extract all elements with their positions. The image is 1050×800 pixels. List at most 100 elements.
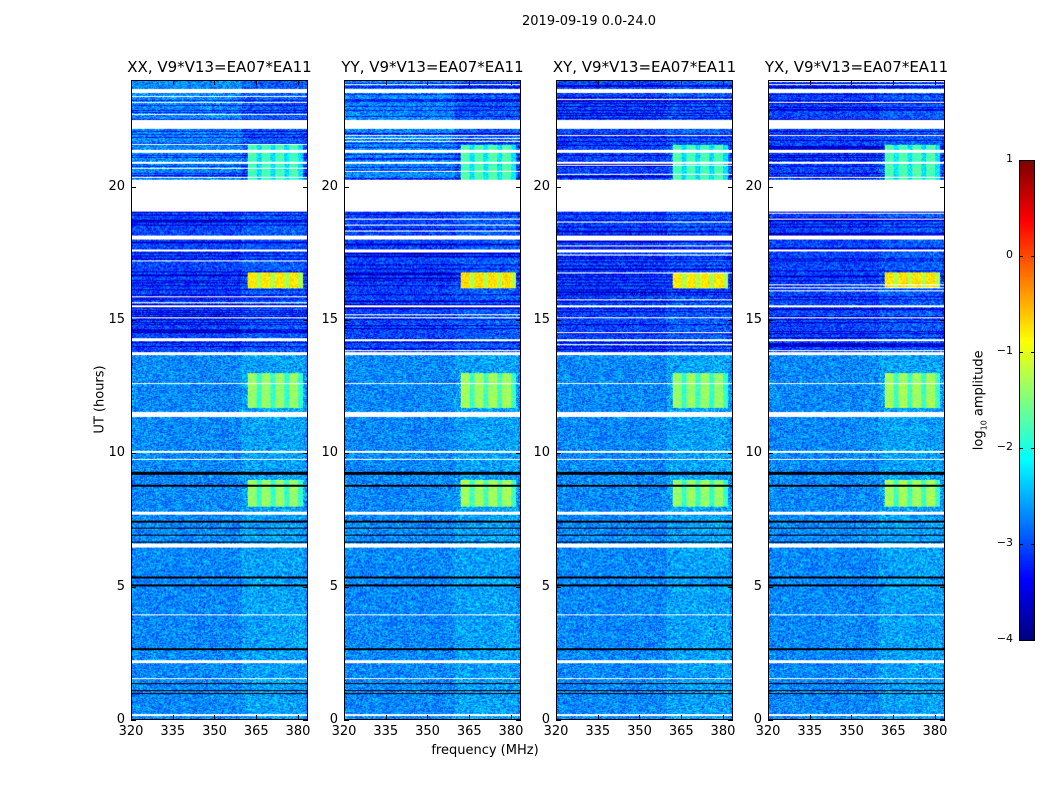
x-tick-mark <box>427 715 429 720</box>
colorbar <box>1019 160 1035 641</box>
colorbar-tick-mark <box>1031 544 1035 545</box>
y-tick-mark <box>516 453 521 455</box>
x-tick-mark <box>681 715 683 720</box>
x-tick-mark <box>768 80 769 85</box>
x-tick-mark <box>172 715 174 720</box>
y-tick-mark <box>131 586 136 588</box>
y-tick-label: 5 <box>116 578 125 594</box>
y-tick-mark <box>303 586 308 588</box>
waterfall-heatmap <box>345 81 520 719</box>
y-tick-label: 15 <box>533 312 550 327</box>
y-tick-label: 5 <box>541 578 550 594</box>
waterfall-heatmap <box>769 81 944 719</box>
y-tick-mark <box>344 320 349 321</box>
y-tick-mark <box>344 453 349 455</box>
y-tick-mark <box>728 720 733 721</box>
y-tick-label: 0 <box>541 712 550 727</box>
y-tick-mark <box>303 720 308 721</box>
y-tick-label: 10 <box>321 445 338 461</box>
y-tick-label: 0 <box>329 712 338 727</box>
y-tick-mark <box>516 720 521 721</box>
colorbar-tick-mark <box>1019 640 1023 641</box>
x-tick-mark <box>510 80 512 85</box>
y-tick-label: 10 <box>108 445 125 461</box>
y-tick-mark <box>556 720 561 721</box>
y-tick-label: 20 <box>108 178 125 194</box>
y-tick-mark <box>768 586 773 588</box>
y-tick-mark <box>940 186 945 188</box>
x-tick-mark <box>639 80 641 85</box>
x-tick-mark <box>510 715 512 720</box>
x-tick-mark <box>469 715 471 720</box>
panel-title: XY, V9*V13=EA07*EA11 <box>552 58 737 76</box>
x-tick-mark <box>851 715 853 720</box>
y-tick-mark <box>556 586 561 588</box>
y-tick-mark <box>768 720 773 721</box>
y-tick-mark <box>516 186 521 188</box>
colorbar-tick-mark <box>1031 256 1035 257</box>
x-tick-label: 365 <box>668 724 694 739</box>
colorbar-tick-label: −4 <box>996 632 1013 645</box>
y-tick-mark <box>940 586 945 588</box>
x-axis-label: frequency (MHz) <box>431 743 539 758</box>
x-tick-mark <box>556 80 557 85</box>
colorbar-tick-mark <box>1031 160 1035 161</box>
y-tick-mark <box>344 586 349 588</box>
x-tick-label: 320 <box>118 724 144 739</box>
x-tick-label: 350 <box>839 724 864 739</box>
waterfall-panel <box>556 80 733 720</box>
x-tick-mark <box>934 715 936 720</box>
x-tick-label: 320 <box>543 724 569 739</box>
x-tick-mark <box>214 80 216 85</box>
colorbar-label-sub: 10 <box>979 420 989 431</box>
waterfall-heatmap <box>557 81 732 719</box>
waterfall-heatmap <box>132 81 307 719</box>
y-tick-mark <box>940 720 945 721</box>
x-tick-label: 350 <box>627 724 652 739</box>
x-tick-label: 365 <box>456 724 482 739</box>
y-tick-mark <box>728 586 733 588</box>
panel-title: YX, V9*V13=EA07*EA11 <box>764 58 949 76</box>
y-tick-label: 15 <box>108 312 125 327</box>
y-tick-label: 20 <box>321 178 338 194</box>
x-tick-mark <box>256 715 258 720</box>
x-tick-mark <box>556 715 557 720</box>
waterfall-panel <box>131 80 308 720</box>
y-tick-label: 15 <box>321 312 338 327</box>
colorbar-tick-mark <box>1019 160 1023 161</box>
x-tick-mark <box>597 715 599 720</box>
y-tick-label: 5 <box>753 578 762 594</box>
y-axis-label: UT (hours) <box>92 365 108 434</box>
colorbar-tick-mark <box>1019 256 1023 257</box>
figure-title: 2019-09-19 0.0-24.0 <box>522 14 656 29</box>
y-tick-mark <box>556 186 561 188</box>
colorbar-tick-mark <box>1019 448 1023 449</box>
panel-title: XX, V9*V13=EA07*EA11 <box>127 58 312 76</box>
x-tick-mark <box>344 80 345 85</box>
y-tick-mark <box>303 186 308 188</box>
y-tick-label: 10 <box>745 445 762 461</box>
y-tick-mark <box>556 320 561 321</box>
x-tick-label: 335 <box>373 724 399 739</box>
y-tick-label: 15 <box>745 312 762 327</box>
colorbar-tick-label: −1 <box>996 344 1013 357</box>
x-tick-mark <box>893 715 895 720</box>
x-tick-mark <box>214 715 216 720</box>
x-tick-mark <box>681 80 683 85</box>
y-tick-mark <box>131 186 136 188</box>
colorbar-tick-mark <box>1031 448 1035 449</box>
y-tick-mark <box>728 186 733 188</box>
colorbar-tick-label: −2 <box>996 440 1013 453</box>
y-tick-label: 10 <box>533 445 550 461</box>
colorbar-tick-mark <box>1031 640 1035 641</box>
y-tick-mark <box>728 320 733 321</box>
x-tick-mark <box>851 80 853 85</box>
x-tick-mark <box>297 715 299 720</box>
y-tick-mark <box>131 320 136 321</box>
x-tick-mark <box>893 80 895 85</box>
x-tick-mark <box>809 715 811 720</box>
waterfall-panel <box>344 80 521 720</box>
y-tick-mark <box>303 453 308 455</box>
x-tick-mark <box>469 80 471 85</box>
y-tick-mark <box>131 720 136 721</box>
